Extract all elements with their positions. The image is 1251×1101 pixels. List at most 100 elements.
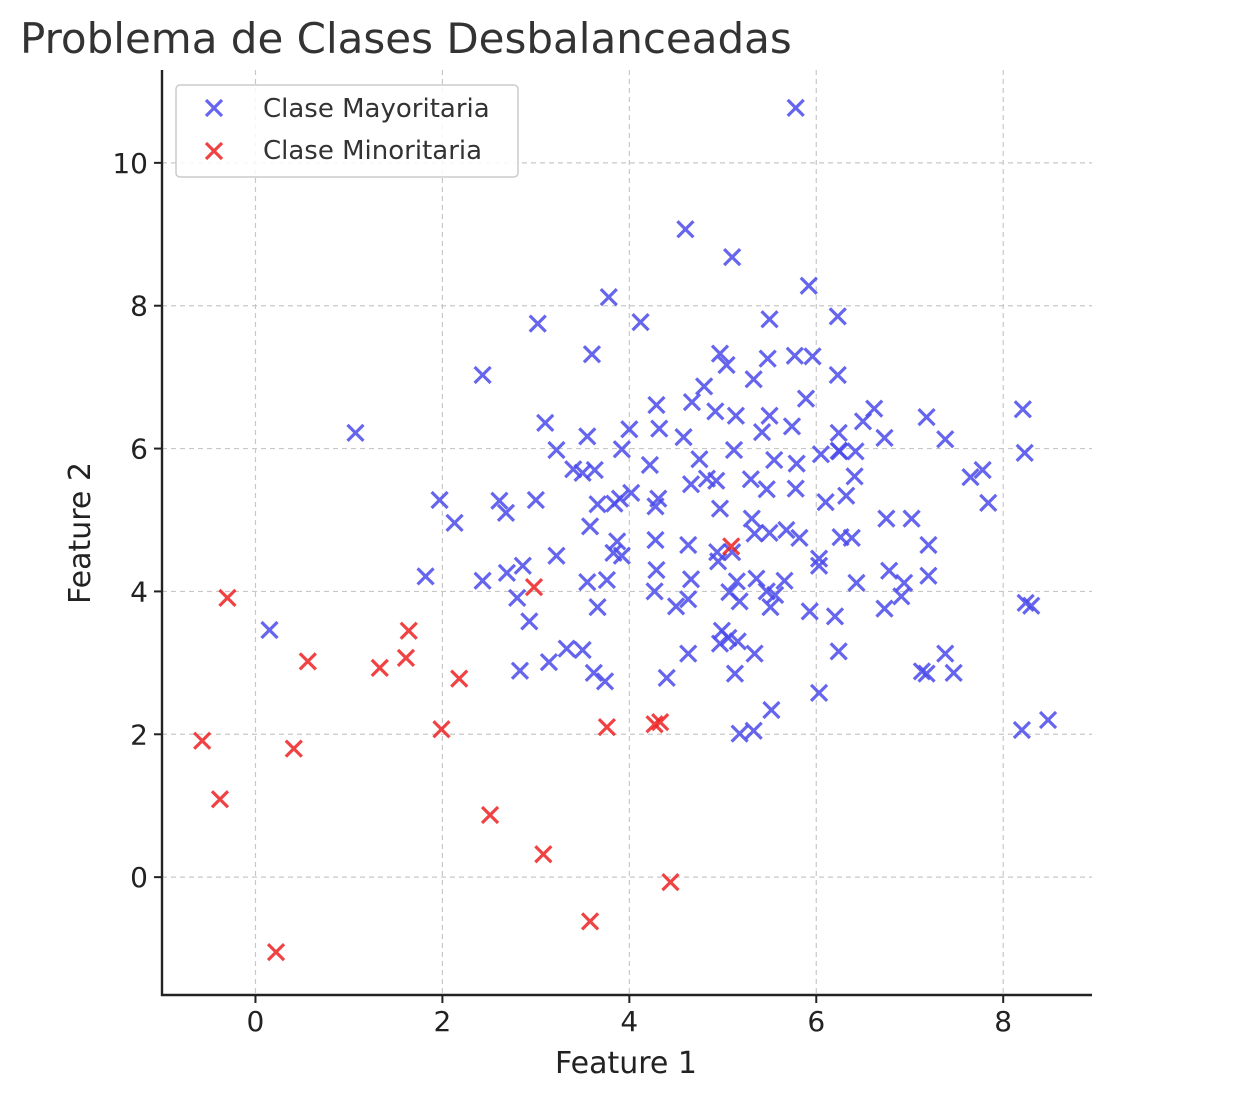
data-point-clase-mayoritaria: [612, 440, 631, 459]
data-point-clase-minoritaria: [645, 715, 664, 734]
data-point-clase-mayoritaria: [809, 683, 829, 702]
data-point-clase-mayoritaria: [682, 393, 702, 412]
data-point-clase-mayoritaria: [961, 468, 980, 487]
data-point-clase-mayoritaria: [765, 450, 784, 470]
data-point-clase-mayoritaria: [742, 509, 761, 528]
data-point-clase-mayoritaria: [674, 428, 693, 447]
data-points: [193, 98, 1058, 962]
data-point-clase-mayoritaria: [829, 423, 848, 442]
data-point-clase-mayoritaria: [539, 653, 559, 672]
data-point-clase-mayoritaria: [744, 370, 763, 389]
data-point-clase-mayoritaria: [853, 412, 873, 431]
data-point-clase-mayoritaria: [608, 532, 627, 551]
data-point-clase-mayoritaria: [588, 495, 607, 514]
chart-title: Problema de Clases Desbalanceadas: [20, 14, 792, 63]
data-point-clase-minoritaria: [480, 805, 500, 825]
legend: Clase Mayoritaria Clase Minoritaria: [175, 84, 519, 178]
data-point-clase-mayoritaria: [508, 588, 527, 607]
data-point-clase-mayoritaria: [800, 602, 819, 621]
data-point-clase-mayoritaria: [917, 408, 936, 427]
data-point-clase-mayoritaria: [490, 491, 509, 510]
data-point-clase-mayoritaria: [346, 423, 365, 442]
data-point-clase-mayoritaria: [745, 524, 764, 543]
data-point-clase-mayoritaria: [646, 530, 665, 550]
data-point-clase-mayoritaria: [622, 483, 641, 502]
data-point-clase-mayoritaria: [760, 406, 779, 425]
data-point-clase-mayoritaria: [837, 486, 856, 505]
data-point-clase-mayoritaria: [816, 493, 835, 512]
legend-marker-clase-mayoritaria: [204, 98, 224, 118]
data-point-clase-mayoritaria: [728, 632, 747, 651]
data-point-clase-mayoritaria: [520, 612, 539, 631]
data-point-clase-mayoritaria: [612, 546, 631, 565]
legend-frame: [175, 84, 519, 178]
data-point-clase-mayoritaria: [1013, 400, 1032, 419]
data-point-clase-mayoritaria: [585, 460, 604, 480]
data-point-clase-mayoritaria: [875, 428, 894, 447]
data-point-clase-mayoritaria: [842, 528, 861, 547]
data-point-clase-mayoritaria: [825, 607, 845, 626]
y-axis-ticks: 0 2 4 6 8 10: [112, 147, 162, 894]
data-point-clase-mayoritaria: [730, 592, 749, 611]
data-point-clase-mayoritaria: [723, 543, 742, 562]
data-point-clase-mayoritaria: [782, 417, 802, 436]
data-point-clase-mayoritaria: [786, 98, 805, 117]
data-point-clase-mayoritaria: [473, 365, 492, 385]
data-point-clase-mayoritaria: [647, 560, 666, 580]
data-point-clase-mayoritaria: [917, 664, 936, 683]
data-point-clase-mayoritaria: [747, 569, 766, 588]
data-point-clase-mayoritaria: [724, 440, 744, 460]
data-point-clase-minoritaria: [722, 537, 741, 556]
data-point-clase-mayoritaria: [944, 663, 963, 682]
data-point-clase-mayoritaria: [741, 470, 760, 489]
data-point-clase-mayoritaria: [744, 721, 763, 740]
data-point-clase-mayoritaria: [620, 420, 639, 439]
legend-label-clase-mayoritaria: Clase Mayoritaria: [263, 94, 490, 124]
data-point-clase-mayoritaria: [760, 310, 779, 329]
data-point-clase-mayoritaria: [811, 445, 831, 464]
data-point-clase-mayoritaria: [497, 563, 517, 582]
legend-x-mark: [204, 98, 224, 118]
data-point-clase-mayoritaria: [645, 582, 664, 601]
data-point-clase-mayoritaria: [584, 663, 603, 682]
data-point-clase-mayoritaria: [681, 475, 701, 494]
data-point-clase-mayoritaria: [829, 642, 848, 661]
data-point-clase-mayoritaria: [902, 509, 921, 528]
data-point-clase-mayoritaria: [416, 567, 435, 586]
data-point-clase-minoritaria: [661, 873, 680, 892]
data-point-clase-mayoritaria: [877, 509, 896, 528]
data-point-clase-mayoritaria: [578, 427, 597, 446]
x-tick-label: 4: [620, 1005, 638, 1038]
data-point-clase-mayoritaria: [717, 355, 736, 375]
data-point-clase-minoritaria: [298, 652, 317, 671]
data-point-clase-mayoritaria: [605, 494, 624, 513]
data-point-clase-mayoritaria: [710, 499, 730, 518]
data-point-clase-mayoritaria: [790, 528, 809, 547]
data-point-clase-mayoritaria: [880, 561, 899, 580]
legend-marker-clase-minoritaria: [204, 141, 224, 161]
x-tick-label: 2: [433, 1005, 451, 1038]
data-point-clase-mayoritaria: [640, 455, 660, 475]
data-point-clase-mayoritaria: [710, 344, 730, 363]
y-tick-label: 6: [130, 433, 148, 466]
x-tick-label: 8: [994, 1005, 1012, 1038]
data-point-clase-mayoritaria: [473, 571, 492, 590]
data-point-clase-mayoritaria: [710, 634, 730, 653]
data-point-clase-mayoritaria: [766, 585, 785, 605]
y-tick-label: 8: [130, 290, 148, 323]
data-point-clase-minoritaria: [597, 718, 617, 737]
data-point-clase-mayoritaria: [599, 288, 618, 307]
data-point-clase-mayoritaria: [513, 556, 532, 575]
data-point-clase-mayoritaria: [762, 700, 781, 720]
data-point-clase-mayoritaria: [582, 345, 602, 364]
data-point-clase-mayoritaria: [723, 248, 742, 267]
data-point-clase-minoritaria: [524, 578, 544, 597]
data-point-clase-mayoritaria: [573, 640, 592, 660]
data-point-clase-mayoritaria: [846, 442, 865, 461]
data-point-clase-minoritaria: [396, 648, 416, 667]
data-point-clase-mayoritaria: [757, 480, 776, 499]
data-point-clase-mayoritaria: [679, 590, 698, 609]
data-point-clase-minoritaria: [534, 845, 553, 864]
data-point-clase-mayoritaria: [845, 467, 864, 486]
